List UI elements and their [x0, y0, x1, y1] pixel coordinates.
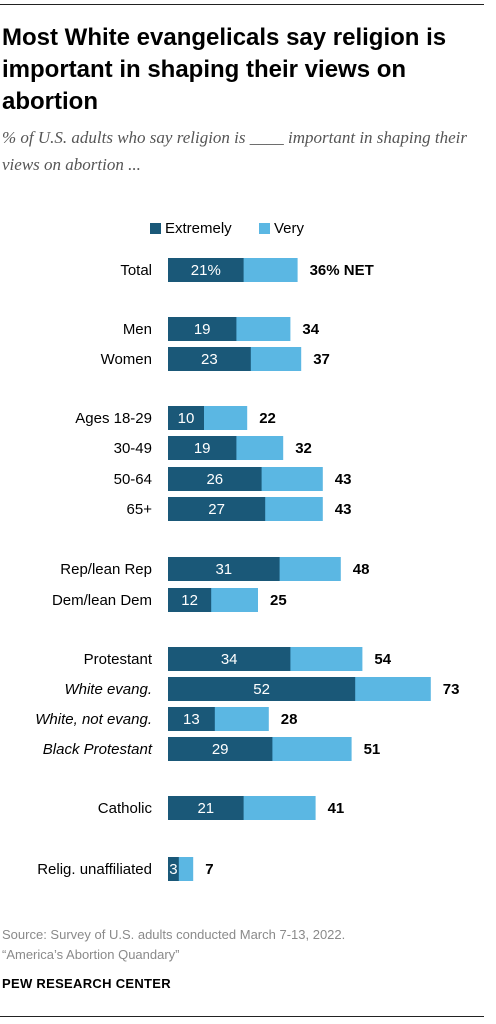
row-label-dem-lean-dem: Dem/lean Dem: [52, 592, 152, 609]
value-label-net-white-not-evang: 28: [281, 711, 298, 728]
value-label-net-ages-18-29: 22: [259, 410, 276, 427]
value-label-extremely-catholic: 21: [197, 800, 214, 817]
source-line-1: Source: Survey of U.S. adults conducted …: [2, 927, 346, 942]
chart-subtitle: % of U.S. adults who say religion is ___…: [2, 128, 467, 174]
value-label-net-relig-unaffiliated: 7: [205, 861, 213, 878]
bar-extremely-white-evang: [168, 677, 356, 701]
bar-extremely-relig-unaffiliated: [168, 857, 179, 881]
row-label-catholic: Catholic: [98, 800, 153, 817]
legend-item-very: Very: [259, 220, 304, 237]
bar-extremely-women: [168, 347, 251, 371]
legend-swatch-very: [259, 223, 270, 234]
row-label-total: Total: [120, 262, 152, 279]
value-label-net-50-64: 43: [335, 471, 352, 488]
value-label-net-protestant: 54: [374, 651, 391, 668]
source-line-2: “America’s Abortion Quandary”: [2, 947, 180, 962]
value-label-net-white-evang: 73: [443, 681, 460, 698]
value-label-extremely-dem-lean-dem: 12: [181, 592, 198, 609]
organization-name: PEW RESEARCH CENTER: [2, 976, 171, 991]
row-label-30-49: 30-49: [114, 440, 152, 457]
legend-swatch-extremely: [150, 223, 161, 234]
bar-extremely-protestant: [168, 647, 291, 671]
bar-extremely-men: [168, 317, 237, 341]
value-label-extremely-black-protestant: 29: [212, 741, 229, 758]
value-label-extremely-protestant: 34: [221, 651, 238, 668]
row-label-protestant: Protestant: [84, 651, 153, 668]
row-label-relig-unaffiliated: Relig. unaffiliated: [37, 861, 152, 878]
value-label-extremely-men: 19: [194, 321, 211, 338]
bar-extremely-rep-lean-rep: [168, 557, 280, 581]
legend-label-extremely: Extremely: [165, 220, 232, 237]
row-label-ages-18-29: Ages 18-29: [75, 410, 152, 427]
bar-extremely-white-not-evang: [168, 707, 215, 731]
row-label-rep-lean-rep: Rep/lean Rep: [60, 561, 152, 578]
value-label-extremely-relig-unaffiliated: 3: [169, 861, 177, 878]
value-label-extremely-rep-lean-rep: 31: [215, 561, 232, 578]
value-label-net-catholic: 41: [328, 800, 345, 817]
row-label-white-evang: White evang.: [64, 681, 152, 698]
bar-extremely-50-64: [168, 467, 262, 491]
row-label-white-not-evang: White, not evang.: [35, 711, 152, 728]
bar-extremely-dem-lean-dem: [168, 588, 212, 612]
value-label-extremely-white-evang: 52: [253, 681, 270, 698]
row-label-black-protestant: Black Protestant: [43, 741, 153, 758]
value-label-net-rep-lean-rep: 48: [353, 561, 370, 578]
row-label-men: Men: [123, 321, 152, 338]
value-label-net-women: 37: [313, 351, 330, 368]
row-label-65: 65+: [127, 501, 153, 518]
top-rule: [0, 4, 484, 5]
legend-label-very: Very: [274, 220, 305, 237]
value-label-extremely-50-64: 26: [206, 471, 223, 488]
bottom-rule: [0, 1016, 484, 1017]
value-label-net-black-protestant: 51: [364, 741, 381, 758]
value-label-extremely-total: 21%: [191, 262, 221, 279]
value-label-net-30-49: 32: [295, 440, 312, 457]
value-label-net-total: 36% NET: [310, 262, 374, 279]
value-label-extremely-30-49: 19: [194, 440, 211, 457]
value-label-extremely-ages-18-29: 10: [178, 410, 195, 427]
value-label-extremely-white-not-evang: 13: [183, 711, 200, 728]
bar-extremely-catholic: [168, 796, 244, 820]
bar-extremely-black-protestant: [168, 737, 273, 761]
chart-title: Most White evangelicals say religion is …: [2, 24, 447, 115]
source-note: Source: Survey of U.S. adults conducted …: [2, 925, 482, 965]
value-label-extremely-women: 23: [201, 351, 218, 368]
bar-extremely-30-49: [168, 436, 237, 460]
value-label-extremely-65: 27: [208, 501, 225, 518]
row-label-50-64: 50-64: [114, 471, 152, 488]
bar-extremely-ages-18-29: [168, 406, 204, 430]
value-label-net-65: 43: [335, 501, 352, 518]
legend-item-extremely: Extremely: [150, 220, 232, 237]
value-label-net-dem-lean-dem: 25: [270, 592, 287, 609]
bar-extremely-65: [168, 497, 266, 521]
bar-extremely-total: [168, 258, 244, 282]
value-label-net-men: 34: [302, 321, 319, 338]
row-label-women: Women: [101, 351, 152, 368]
